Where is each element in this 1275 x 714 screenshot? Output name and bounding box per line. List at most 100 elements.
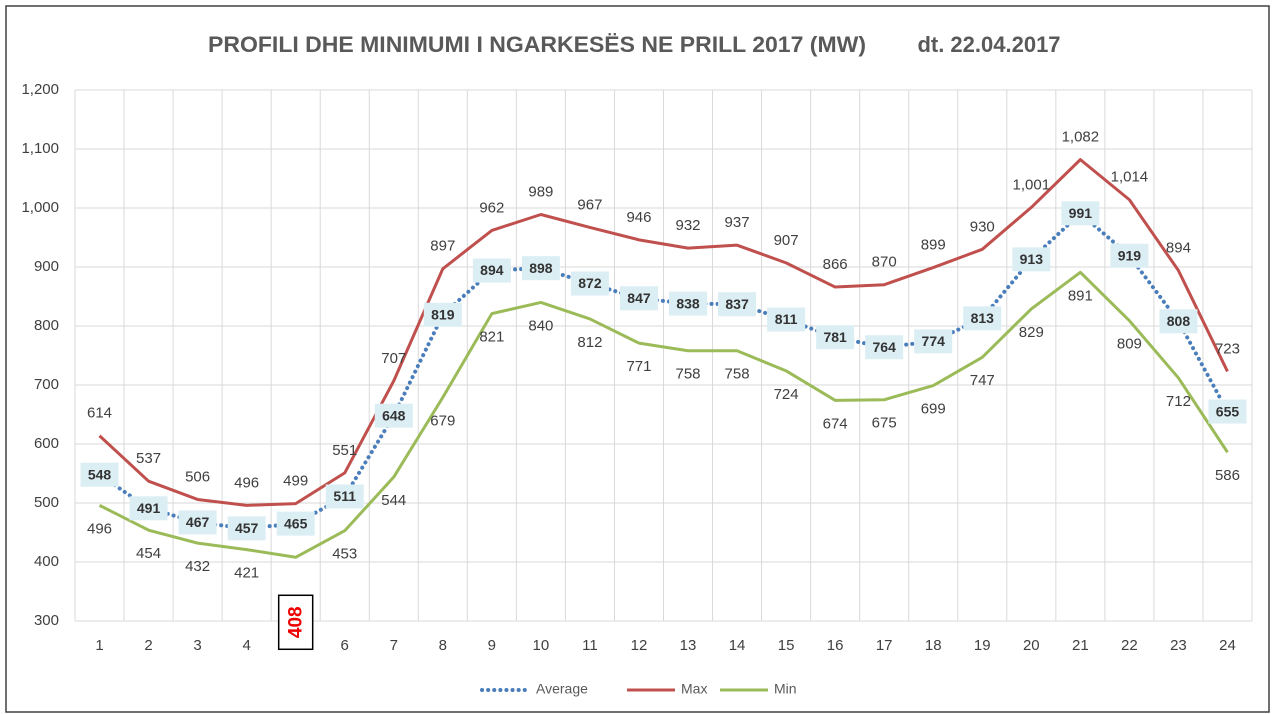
chart-title: PROFILI DHE MINIMUMI I NGARKESËS NE PRIL…	[208, 32, 866, 57]
data-label: 812	[577, 334, 602, 351]
data-label: 1,014	[1111, 169, 1149, 186]
y-tick-label: 1,100	[21, 140, 59, 157]
data-label: 724	[774, 386, 799, 403]
x-tick-label: 1	[95, 637, 103, 654]
data-label: 453	[332, 546, 357, 563]
label-box	[816, 325, 855, 350]
data-label: 432	[185, 558, 210, 575]
label-box	[1012, 247, 1051, 272]
data-label: 544	[381, 492, 406, 509]
data-label: 819	[431, 306, 455, 322]
legend-label: Min	[774, 681, 797, 697]
data-label: 457	[235, 520, 259, 536]
x-tick-label: 20	[1023, 637, 1040, 654]
y-tick-label: 800	[34, 317, 59, 334]
label-box	[129, 496, 168, 521]
x-tick-label: 4	[242, 637, 250, 654]
y-tick-label: 700	[34, 376, 59, 393]
data-label: 648	[382, 407, 406, 423]
x-tick-label: 11	[582, 637, 598, 654]
data-label: 991	[1069, 205, 1093, 221]
data-label: 872	[578, 275, 602, 291]
x-tick-label: 18	[925, 637, 942, 654]
data-label: 813	[971, 310, 995, 326]
y-tick-label: 400	[34, 553, 59, 570]
label-box	[1061, 201, 1100, 226]
data-label: 614	[87, 405, 112, 422]
x-tick-label: 22	[1121, 637, 1138, 654]
label-box	[1110, 243, 1149, 268]
data-label: 747	[970, 372, 995, 389]
data-label: 674	[823, 415, 848, 432]
data-label: 499	[283, 473, 308, 490]
data-label: 758	[725, 366, 750, 383]
data-label: 898	[529, 260, 553, 276]
x-tick-label: 10	[533, 637, 550, 654]
data-label: 870	[872, 254, 897, 271]
data-label: 467	[186, 514, 210, 530]
data-label: 551	[332, 442, 357, 459]
data-label: 919	[1118, 247, 1142, 263]
label-box	[178, 510, 217, 535]
data-label: 967	[577, 196, 602, 213]
data-label: 454	[136, 545, 161, 562]
data-label: 491	[137, 500, 161, 516]
data-label: 897	[430, 238, 455, 255]
y-tick-label: 500	[34, 494, 59, 511]
data-label: 932	[676, 217, 701, 234]
x-tick-label: 17	[876, 637, 893, 654]
data-label: 847	[627, 290, 651, 306]
data-label: 774	[922, 333, 946, 349]
data-label: 829	[1019, 324, 1044, 341]
x-tick-label: 16	[827, 637, 844, 654]
x-tick-label: 2	[144, 637, 152, 654]
data-label: 707	[381, 350, 406, 367]
callout-box	[277, 594, 314, 651]
data-label: 894	[1166, 240, 1191, 257]
x-tick-label: 13	[680, 637, 697, 654]
x-tick-label: 14	[729, 637, 746, 654]
data-label: 1,001	[1013, 176, 1051, 193]
data-label: 758	[676, 366, 701, 383]
data-label: 913	[1020, 251, 1044, 267]
data-label: 675	[872, 415, 897, 432]
line-min	[98, 270, 1229, 559]
label-box	[570, 271, 609, 296]
line-max	[98, 158, 1229, 507]
x-tick-label: 21	[1072, 637, 1089, 654]
label-box	[374, 403, 413, 428]
y-tick-label: 300	[34, 612, 59, 629]
x-tick-label: 24	[1219, 637, 1236, 654]
label-box	[767, 307, 806, 332]
y-tick-label: 600	[34, 435, 59, 452]
data-label: 771	[626, 358, 651, 375]
data-label: 1,082	[1062, 129, 1100, 146]
label-box	[963, 306, 1002, 331]
x-tick-label: 6	[341, 637, 349, 654]
data-label: 809	[1117, 336, 1142, 353]
data-label: 496	[87, 520, 112, 537]
x-tick-label: 9	[488, 637, 496, 654]
data-label: 712	[1166, 393, 1191, 410]
data-label: 899	[921, 237, 946, 254]
y-tick-label: 900	[34, 258, 59, 275]
min-callout: 408	[277, 594, 314, 651]
label-box	[1208, 399, 1247, 424]
legend-label: Max	[681, 681, 707, 697]
label-box	[914, 329, 953, 354]
y-tick-label: 1,000	[21, 199, 59, 216]
x-tick-label: 3	[193, 637, 201, 654]
label-box	[472, 258, 511, 283]
data-label: 421	[234, 565, 259, 582]
label-box	[227, 516, 266, 541]
label-box	[325, 484, 364, 509]
label-box	[423, 302, 462, 327]
data-label: 511	[333, 488, 356, 504]
x-tick-label: 12	[631, 637, 648, 654]
label-box	[80, 462, 119, 487]
x-tick-label: 7	[390, 637, 398, 654]
data-label: 894	[480, 262, 504, 278]
label-box	[619, 286, 658, 311]
label-box	[276, 511, 315, 536]
data-label: 937	[725, 214, 750, 231]
